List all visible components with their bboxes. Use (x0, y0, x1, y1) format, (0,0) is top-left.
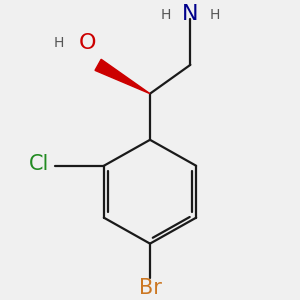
Text: Br: Br (139, 278, 161, 298)
Polygon shape (95, 59, 150, 94)
Text: H: H (54, 36, 64, 50)
Text: H: H (161, 8, 171, 22)
Text: H: H (210, 8, 220, 22)
Text: N: N (182, 4, 199, 24)
Text: Cl: Cl (29, 154, 49, 174)
Text: O: O (79, 33, 97, 53)
